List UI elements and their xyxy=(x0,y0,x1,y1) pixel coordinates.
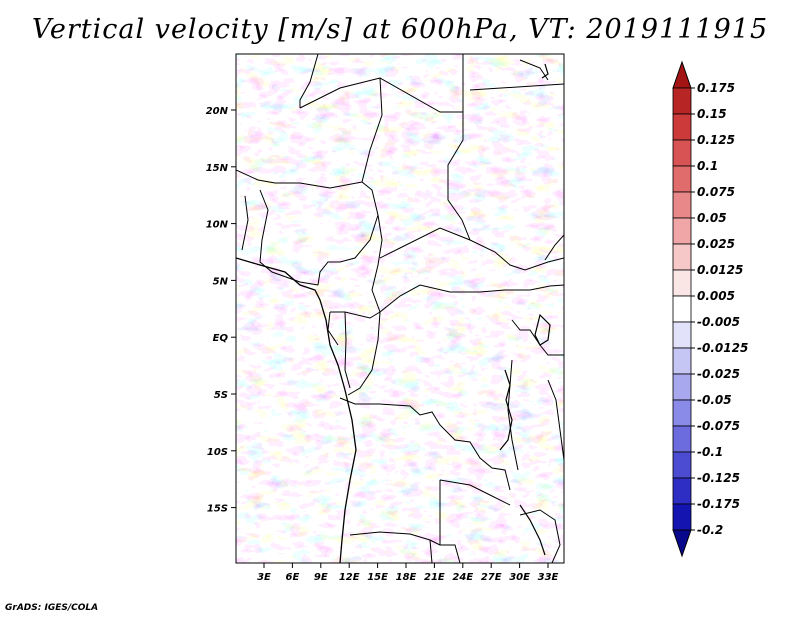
colorbar-label: 0.025 xyxy=(697,237,735,251)
lon-tick-label: 27E xyxy=(481,572,502,583)
lat-tick-label: 10N xyxy=(206,220,229,231)
lon-tick-label: 33E xyxy=(538,572,559,583)
colorbar-label: -0.05 xyxy=(697,393,732,407)
lon-tick-label: 6E xyxy=(286,572,300,583)
velocity-field xyxy=(236,54,564,563)
colorbar-label: 0.1 xyxy=(697,159,718,173)
colorbar-swatch xyxy=(672,425,692,453)
lat-tick-label: 5N xyxy=(213,276,229,287)
lon-tick-label: 12E xyxy=(339,572,360,583)
colorbar-swatch xyxy=(672,269,692,297)
colorbar-label: 0.075 xyxy=(697,185,735,199)
lon-tick-label: 30E xyxy=(509,572,530,583)
lon-tick-label: 9E xyxy=(314,572,328,583)
colorbar-label: 0.125 xyxy=(697,133,735,147)
lat-tick-label: 15S xyxy=(207,504,228,515)
colorbar-label: 0.175 xyxy=(697,81,735,95)
colorbar-label: -0.0125 xyxy=(697,341,748,355)
map-panel: 3E 6E 9E 12E 15E 18E 21E 24E 27E 30E 33E 20N 15N 10N… xyxy=(206,53,565,583)
colorbar-label: -0.005 xyxy=(697,315,740,329)
colorbar-swatch xyxy=(672,399,692,427)
colorbar-swatch xyxy=(672,243,692,271)
colorbar-min-arrow xyxy=(672,529,692,558)
colorbar-label: -0.125 xyxy=(697,471,740,485)
lat-tick-label: 5S xyxy=(214,390,228,401)
country-borders xyxy=(236,54,564,563)
lon-tick-label: 24E xyxy=(452,572,473,583)
chart-title: Vertical velocity [m/s] at 600hPa, VT: 2… xyxy=(31,14,769,45)
colorbar-swatch xyxy=(672,165,692,193)
longitude-axis: 3E 6E 9E 12E 15E 18E 21E 24E 27E 30E 33E xyxy=(257,563,559,583)
lat-tick-label: 15N xyxy=(206,163,229,174)
lat-tick-label: EQ xyxy=(213,333,229,344)
lon-tick-label: 3E xyxy=(257,572,271,583)
lon-tick-label: 21E xyxy=(424,572,445,583)
lat-tick-label: 10S xyxy=(207,447,228,458)
colorbar-label: 0.05 xyxy=(697,211,727,225)
credit-text: GrADS: IGES/COLA xyxy=(5,603,99,613)
map-frame xyxy=(235,53,565,564)
lat-tick-label: 20N xyxy=(206,106,229,117)
colorbar-swatch xyxy=(672,321,692,349)
colorbar-swatch xyxy=(672,113,692,141)
lon-tick-label: 15E xyxy=(367,572,388,583)
colorbar-swatch xyxy=(672,373,692,401)
colorbar-swatch xyxy=(672,477,692,505)
colorbar-swatch xyxy=(672,295,692,323)
colorbar-swatch xyxy=(672,503,692,531)
colorbar-label: -0.2 xyxy=(697,523,723,537)
latitude-axis: 20N 15N 10N 5N EQ 5S 10S 15S xyxy=(206,106,236,515)
colorbar-label: 0.0125 xyxy=(697,263,743,277)
colorbar-swatch xyxy=(672,217,692,245)
colorbar-label: -0.1 xyxy=(697,445,723,459)
colorbar-swatch xyxy=(672,87,692,115)
colorbar-label: 0.005 xyxy=(697,289,735,303)
colorbar-label: -0.025 xyxy=(697,367,740,381)
colorbar-label: -0.175 xyxy=(697,497,740,511)
colorbar-swatch xyxy=(672,451,692,479)
colorbar-swatch xyxy=(672,191,692,219)
colorbar-swatch xyxy=(672,139,692,167)
colorbar: 0.175 0.15 0.125 0.1 0.075 0.05 0.025 0.0125 0.0… xyxy=(672,60,748,558)
colorbar-max-arrow xyxy=(672,60,692,89)
lon-tick-label: 18E xyxy=(396,572,417,583)
colorbar-label: -0.075 xyxy=(697,419,740,433)
colorbar-label: 0.15 xyxy=(697,107,727,121)
colorbar-swatch xyxy=(672,347,692,375)
